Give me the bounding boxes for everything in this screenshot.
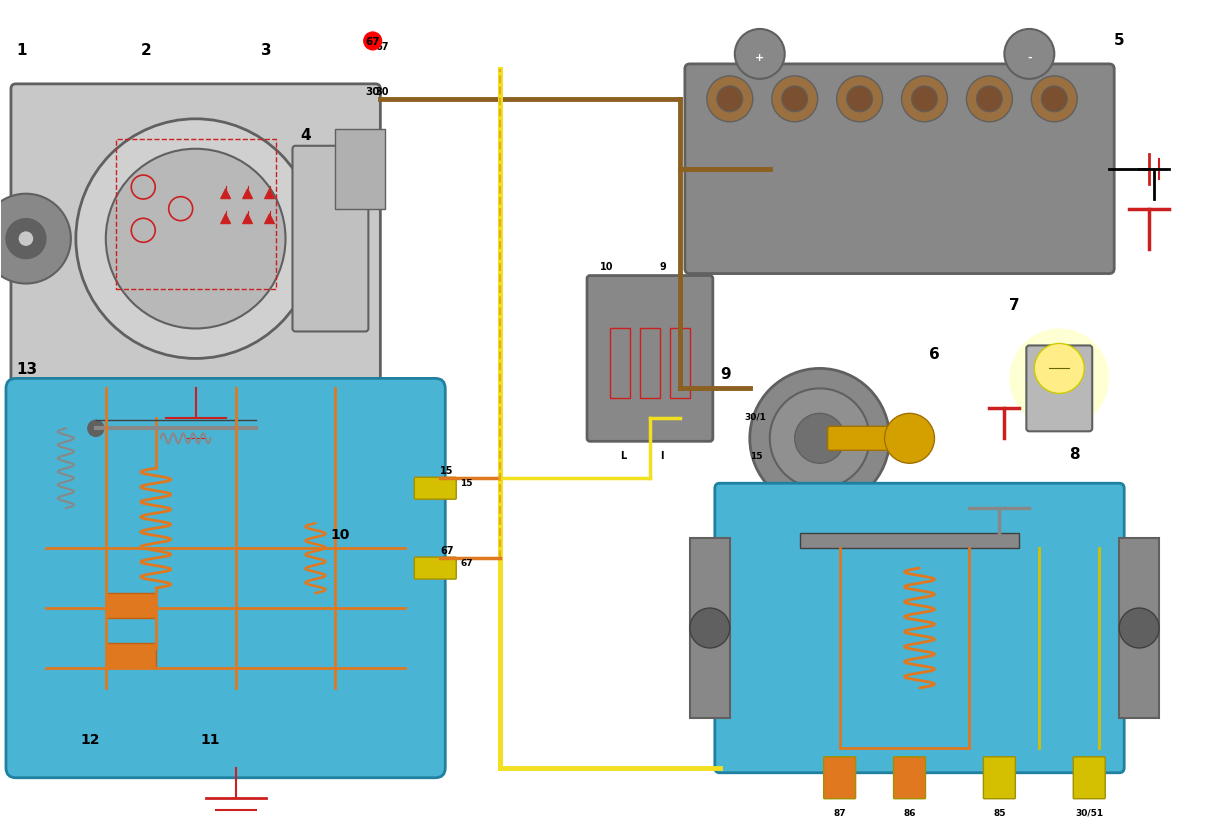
Text: 12: 12 <box>80 732 100 746</box>
FancyBboxPatch shape <box>414 558 457 579</box>
Circle shape <box>734 30 784 79</box>
Circle shape <box>782 87 808 113</box>
Text: 7: 7 <box>1010 297 1019 312</box>
Circle shape <box>689 609 730 648</box>
FancyBboxPatch shape <box>587 276 713 441</box>
Circle shape <box>6 219 46 260</box>
Circle shape <box>966 77 1012 123</box>
Text: 9: 9 <box>720 367 731 382</box>
Circle shape <box>794 414 844 464</box>
Circle shape <box>772 77 817 123</box>
Circle shape <box>977 87 1002 113</box>
Text: 30: 30 <box>375 87 389 97</box>
Circle shape <box>847 87 872 113</box>
Bar <box>689 538 730 718</box>
Text: 3: 3 <box>261 43 272 58</box>
FancyBboxPatch shape <box>6 379 446 778</box>
Polygon shape <box>242 189 252 200</box>
Text: 67: 67 <box>460 559 473 568</box>
FancyBboxPatch shape <box>894 757 926 799</box>
Circle shape <box>106 150 285 329</box>
Text: I: I <box>660 450 664 461</box>
Text: 13: 13 <box>16 362 37 377</box>
Circle shape <box>717 87 743 113</box>
Bar <box>639 329 660 399</box>
Circle shape <box>1005 30 1055 79</box>
Circle shape <box>88 421 104 437</box>
Text: 15: 15 <box>440 466 454 476</box>
Text: 15: 15 <box>460 478 473 487</box>
FancyBboxPatch shape <box>11 84 380 394</box>
Text: 87: 87 <box>833 808 847 817</box>
Bar <box>335 129 385 210</box>
Circle shape <box>1010 329 1110 429</box>
Text: 11: 11 <box>201 732 220 746</box>
Text: 30/1: 30/1 <box>744 412 766 421</box>
Circle shape <box>1041 87 1067 113</box>
Text: 2: 2 <box>141 43 151 58</box>
Circle shape <box>18 231 34 247</box>
Bar <box>106 643 156 668</box>
Text: 4: 4 <box>301 128 311 143</box>
Bar <box>800 533 1019 549</box>
FancyBboxPatch shape <box>414 477 457 500</box>
Text: L: L <box>620 450 626 461</box>
Text: 67: 67 <box>365 37 380 47</box>
Circle shape <box>0 194 71 284</box>
Bar <box>610 329 630 399</box>
Circle shape <box>750 369 889 509</box>
Text: 86: 86 <box>904 808 916 817</box>
Circle shape <box>76 120 315 359</box>
Text: 10: 10 <box>600 261 614 271</box>
Bar <box>106 593 156 618</box>
Circle shape <box>884 414 934 464</box>
FancyBboxPatch shape <box>1073 757 1105 799</box>
Polygon shape <box>220 215 230 224</box>
Text: 85: 85 <box>993 808 1006 817</box>
FancyBboxPatch shape <box>292 147 368 332</box>
FancyBboxPatch shape <box>1027 346 1093 432</box>
FancyBboxPatch shape <box>983 757 1016 799</box>
Text: 67: 67 <box>375 42 389 52</box>
Text: +: + <box>755 53 765 63</box>
FancyBboxPatch shape <box>828 427 892 450</box>
Text: -: - <box>1027 53 1032 63</box>
Polygon shape <box>220 189 230 200</box>
Circle shape <box>1032 77 1077 123</box>
FancyBboxPatch shape <box>715 484 1124 773</box>
Bar <box>1119 538 1160 718</box>
Circle shape <box>1119 609 1160 648</box>
Text: 8: 8 <box>1069 446 1080 462</box>
Polygon shape <box>264 189 274 200</box>
Text: 9: 9 <box>660 261 666 271</box>
Bar <box>670 329 689 399</box>
Text: 67: 67 <box>440 545 454 555</box>
Text: 15: 15 <box>750 452 762 461</box>
Circle shape <box>770 389 870 489</box>
Text: 30: 30 <box>365 87 380 97</box>
FancyBboxPatch shape <box>823 757 855 799</box>
Text: 1: 1 <box>16 43 27 58</box>
Circle shape <box>706 77 753 123</box>
Circle shape <box>1034 344 1084 394</box>
Text: 5: 5 <box>1114 33 1124 48</box>
Text: 10: 10 <box>330 527 350 541</box>
Text: 6: 6 <box>929 347 940 362</box>
Circle shape <box>837 77 883 123</box>
Text: 30/51: 30/51 <box>1075 808 1104 817</box>
Circle shape <box>901 77 948 123</box>
Circle shape <box>911 87 938 113</box>
Polygon shape <box>264 215 274 224</box>
Polygon shape <box>242 215 252 224</box>
Circle shape <box>1029 349 1089 409</box>
FancyBboxPatch shape <box>685 65 1114 274</box>
